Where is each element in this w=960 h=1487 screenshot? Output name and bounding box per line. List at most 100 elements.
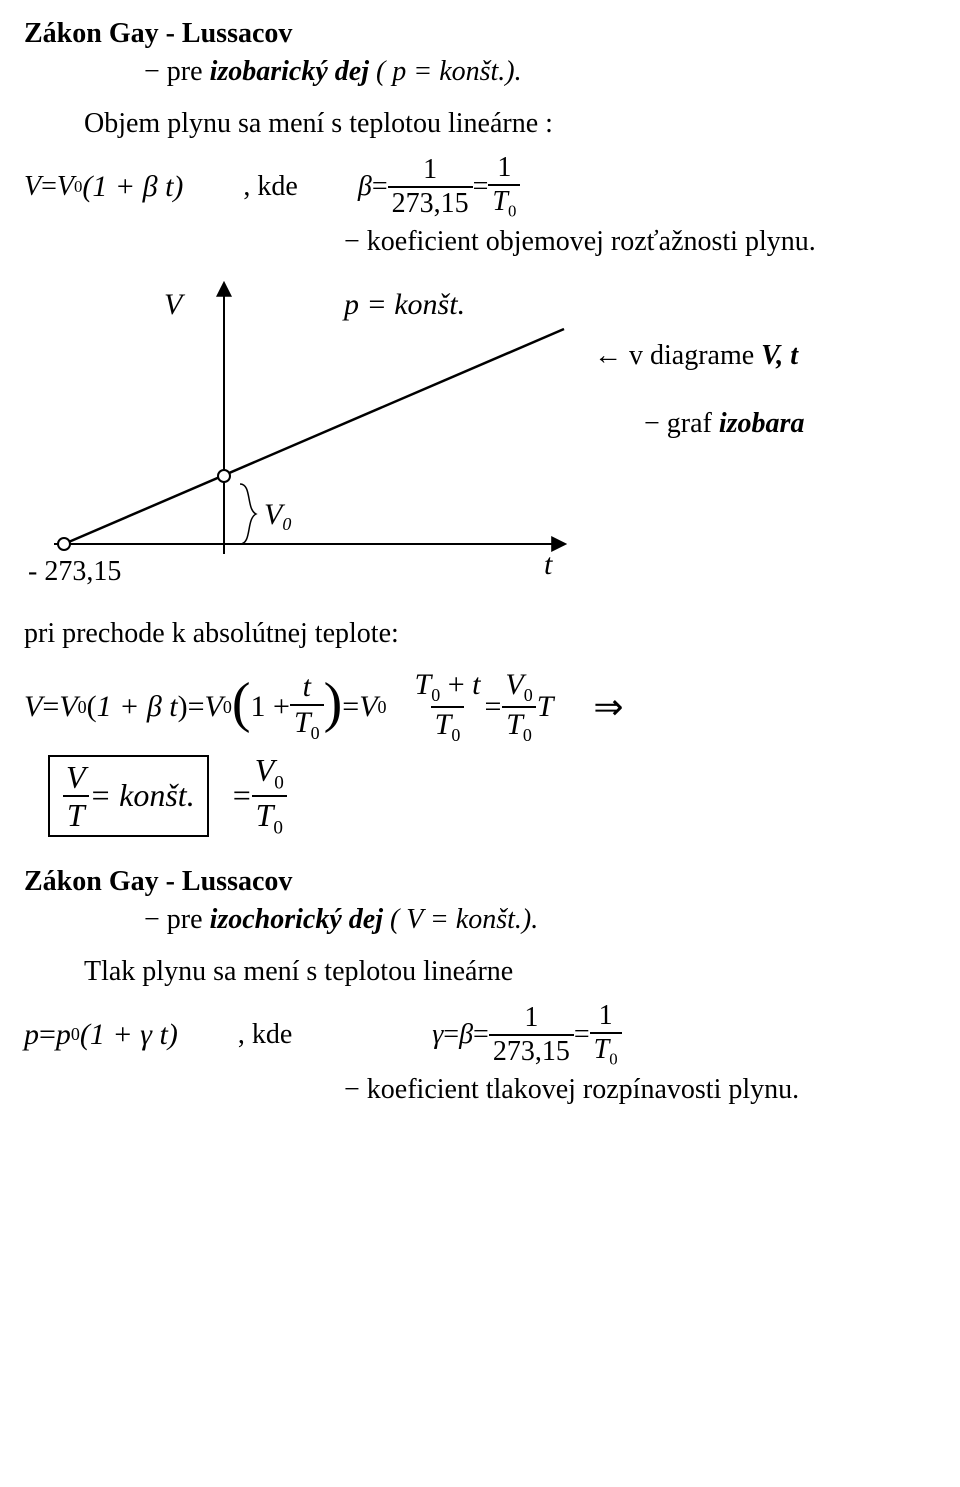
num-2a: 1: [520, 1004, 542, 1034]
dv-V0d: V: [505, 668, 523, 701]
var-V0: V: [57, 171, 74, 203]
process-name-1: izobarický dej: [210, 56, 369, 87]
eq-p-lhs: p = p0 (1 + γ t): [24, 1018, 178, 1052]
var-p: p: [24, 1018, 39, 1052]
num-2b: 1: [595, 1002, 617, 1032]
box-konst: = konšt.: [90, 777, 195, 814]
frac-1-27315-b: 1 273,15: [489, 1004, 574, 1066]
label-t-axis: t: [544, 548, 553, 581]
dv-T0a: T0: [290, 704, 324, 742]
text-pre-2: pre: [167, 904, 210, 935]
dv-Tend: T: [537, 690, 554, 724]
dv-V0c: V: [359, 690, 377, 724]
label-p-konst: p = konšt.: [342, 288, 465, 321]
pressure-sentence: Tlak plynu sa mení s teplotou lineárne: [84, 956, 936, 988]
dv-t2: t: [472, 668, 480, 701]
box2-V0: 0: [274, 773, 284, 794]
dv-plus: +: [440, 668, 472, 701]
frac-V-T: V T: [62, 761, 90, 831]
num-1b: 1: [493, 154, 515, 184]
dv-T0c: T0: [431, 706, 465, 744]
equals-2: =: [372, 171, 388, 203]
eq2-equals1: =: [39, 1018, 56, 1052]
dv-num-V0: V0: [501, 670, 536, 706]
eq-beta: β = 1 273,15 = 1 T0: [358, 154, 521, 220]
eq-gamma: γ = β = 1 273,15 = 1 T0: [432, 1002, 621, 1068]
coef-press-text: − koeficient tlakovej rozpínavosti plynu…: [344, 1074, 936, 1106]
kde-2: , kde: [238, 1019, 292, 1051]
pri-prechode: pri prechode k absolútnej teplote:: [24, 618, 936, 650]
dv-T0b0: 0: [431, 685, 440, 705]
dv-eq4: =: [484, 690, 501, 724]
label-V-axis: V: [164, 288, 186, 321]
den-2b: T0: [590, 1032, 622, 1068]
label-V0: V0: [264, 498, 291, 534]
dv-V0a: V: [59, 690, 77, 724]
dv-s0c: 0: [378, 697, 387, 718]
diag-text-1a: v diagrame: [629, 340, 761, 371]
frac-V0-T0-b: V0 T0: [251, 754, 288, 837]
box2-num: V0: [251, 754, 288, 795]
den-T-1: T: [492, 186, 508, 217]
dv-T0d: T0: [502, 706, 536, 744]
frac-1-27315: 1 273,15: [388, 156, 473, 218]
subheading-isobaric: − pre izobarický dej ( p = konšt.).: [144, 56, 936, 88]
eq2-equals3: =: [473, 1019, 489, 1051]
dv-T0bT: T: [415, 668, 432, 701]
box2-T: T: [256, 797, 274, 833]
den-1b: T0: [488, 184, 520, 220]
vt-diagram: V p = konšt. V0 t - 273,15: [24, 274, 584, 602]
dv-1bt: 1 + β t: [97, 690, 178, 724]
diag-text-1b: V, t: [761, 340, 798, 371]
diag-text-2b: izobara: [719, 408, 805, 439]
coef-vol-text: − koeficient objemovej rozťažnosti plynu…: [344, 226, 936, 258]
condition-2: ( V = konšt.).: [383, 904, 538, 935]
box-T: T: [63, 795, 89, 831]
text-pre: pre: [167, 56, 210, 87]
box2-den: T0: [252, 795, 287, 838]
heading-gay-lussac-2: Zákon Gay - Lussacov: [24, 866, 936, 898]
eq2-equals2: =: [443, 1019, 459, 1051]
heading-gay-lussac-1: Zákon Gay - Lussacov: [24, 18, 936, 50]
eq-V0T0: = V0 T0: [233, 754, 288, 837]
box2-eq: =: [233, 777, 251, 814]
dv-eq2: =: [188, 690, 205, 724]
var-p0: p: [56, 1018, 71, 1052]
frac-T0t-T0: T0 + t T0: [411, 670, 485, 744]
dv-num-T0t: T0 + t: [411, 670, 485, 706]
paren-1: (1 + β t): [82, 170, 183, 204]
label-27315: - 273,15: [28, 556, 121, 587]
process-name-2: izochorický dej: [210, 904, 383, 935]
volume-sentence: Objem plynu sa mení s teplotou lineárne …: [84, 108, 936, 140]
dv-eq1: =: [42, 690, 59, 724]
dv-T0aT: T: [294, 706, 311, 739]
num-1a: 1: [419, 156, 441, 186]
equals-3: =: [473, 171, 489, 203]
kde-1: , kde: [243, 171, 297, 203]
vt-diagram-svg: V p = konšt. V0 t - 273,15: [24, 274, 584, 594]
var-beta: β: [358, 171, 372, 203]
equals-1: =: [41, 171, 57, 203]
den-1a: 273,15: [388, 186, 473, 218]
eq2-equals4: =: [574, 1019, 590, 1051]
dv-t: t: [299, 672, 315, 704]
diagram-label-2: − graf izobara: [644, 408, 804, 440]
frac-1-T0: 1 T0: [488, 154, 520, 220]
implies-icon: ⇒: [593, 686, 623, 728]
dv-T0a0: 0: [311, 723, 320, 743]
diag-text-2a: graf: [667, 408, 719, 439]
den-T-2: T: [594, 1034, 610, 1065]
subheading-isochoric: − pre izochorický dej ( V = konšt.).: [144, 904, 936, 936]
dv-V: V: [24, 690, 42, 724]
dash-2: −: [644, 408, 660, 439]
dv-s0b: 0: [223, 697, 232, 718]
dash-3: −: [144, 904, 160, 935]
var-V: V: [24, 171, 41, 203]
arrow-left-icon: ←: [594, 340, 622, 371]
den-0-1: 0: [508, 202, 516, 221]
eq-v-lhs: V = V0 (1 + β t): [24, 170, 183, 204]
dv-V0b: V: [205, 690, 223, 724]
sub-0-a: 0: [74, 177, 82, 197]
derivation-row: V = V0 (1 + β t) = V0 ( 1 + t T0 ) = V0 …: [24, 670, 936, 744]
frac-1-T0-b: 1 T0: [590, 1002, 622, 1068]
